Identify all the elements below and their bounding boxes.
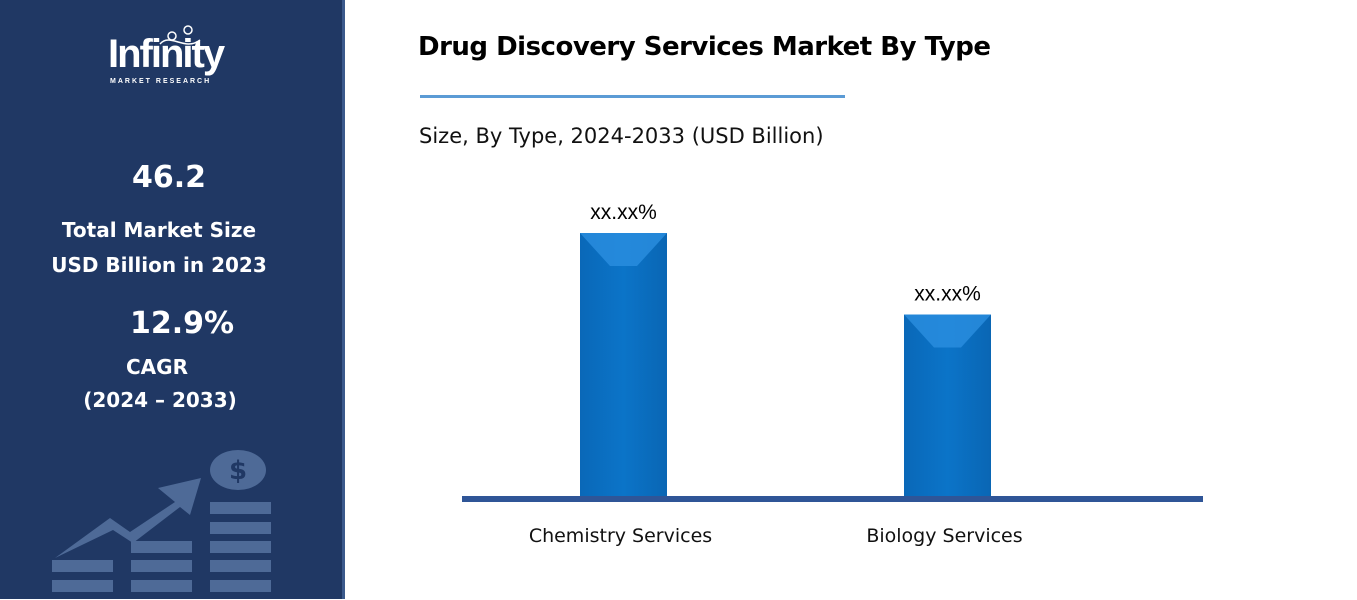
cagr-label: CAGR xyxy=(126,355,188,379)
data-label: xx.xx% xyxy=(914,283,981,306)
sidebar: Infinity MARKET RESEARCH 46.2 Total Mark… xyxy=(0,0,345,599)
svg-text:$: $ xyxy=(229,456,247,486)
cagr-period: (2024 – 2033) xyxy=(83,388,237,412)
logo-swirl-icon xyxy=(159,25,201,45)
data-label: xx.xx% xyxy=(590,201,657,224)
logo: Infinity MARKET RESEARCH xyxy=(100,22,250,92)
logo-subtext: MARKET RESEARCH xyxy=(110,78,212,85)
cagr-value: 12.9% xyxy=(129,306,235,341)
growth-chart-dollar-icon: $ xyxy=(52,450,271,592)
x-tick-label: Chemistry Services xyxy=(529,525,712,547)
bar-bevel xyxy=(904,314,991,348)
market-size-value: 46.2 xyxy=(131,160,207,195)
x-axis-line xyxy=(462,496,1203,502)
market-size-label: Total Market Size xyxy=(61,218,257,242)
title-underline xyxy=(420,95,845,98)
chart-subtitle: Size, By Type, 2024-2033 (USD Billion) xyxy=(419,124,824,148)
bar-bevel xyxy=(580,233,667,266)
market-size-unit: USD Billion in 2023 xyxy=(51,253,267,277)
x-tick-label: Biology Services xyxy=(866,525,1022,547)
bar-0 xyxy=(580,233,667,496)
chart-title: Drug Discovery Services Market By Type xyxy=(418,32,991,62)
logo-text: Infinity xyxy=(108,32,225,76)
